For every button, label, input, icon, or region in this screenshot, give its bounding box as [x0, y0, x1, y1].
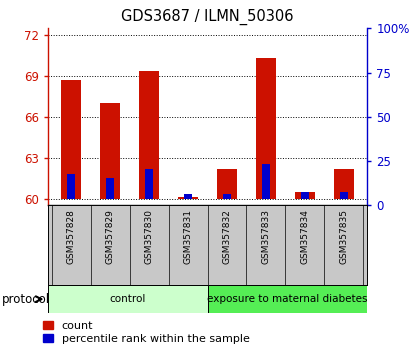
- Bar: [262, 165, 270, 199]
- Text: GSM357833: GSM357833: [261, 209, 271, 264]
- Bar: [61, 80, 81, 199]
- Bar: [145, 169, 153, 199]
- Text: GSM357832: GSM357832: [222, 209, 232, 264]
- Text: protocol: protocol: [2, 293, 50, 306]
- Text: GDS3687 / ILMN_50306: GDS3687 / ILMN_50306: [121, 9, 294, 25]
- Bar: [106, 178, 114, 199]
- Text: control: control: [110, 294, 146, 304]
- Bar: [295, 192, 315, 199]
- Bar: [217, 169, 237, 199]
- Bar: [100, 103, 120, 199]
- Text: exposure to maternal diabetes: exposure to maternal diabetes: [207, 294, 368, 304]
- Text: GSM357831: GSM357831: [183, 209, 193, 264]
- Bar: [178, 197, 198, 199]
- Bar: [301, 192, 309, 199]
- Bar: [208, 285, 367, 313]
- Bar: [184, 194, 192, 199]
- Bar: [256, 58, 276, 199]
- Text: GSM357830: GSM357830: [144, 209, 154, 264]
- Bar: [334, 169, 354, 199]
- Bar: [67, 174, 75, 199]
- Text: GSM357834: GSM357834: [300, 209, 310, 264]
- Bar: [223, 194, 231, 199]
- Bar: [139, 70, 159, 199]
- Text: GSM357828: GSM357828: [66, 209, 76, 264]
- Text: GSM357829: GSM357829: [105, 209, 115, 264]
- Bar: [340, 192, 348, 199]
- Legend: count, percentile rank within the sample: count, percentile rank within the sample: [43, 321, 250, 344]
- Text: GSM357835: GSM357835: [339, 209, 349, 264]
- Bar: [48, 285, 208, 313]
